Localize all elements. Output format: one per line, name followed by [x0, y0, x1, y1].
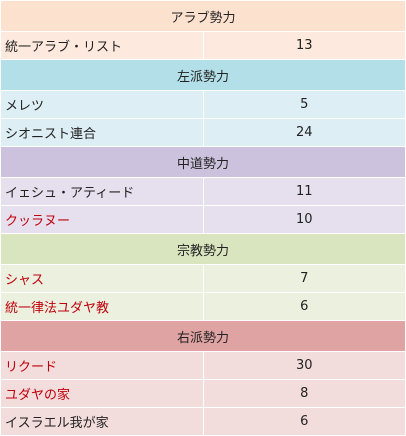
- group-heading: 右派勢力: [0, 320, 406, 352]
- group-header-row: アラブ勢力: [0, 0, 406, 32]
- party-row: メレツ 5: [0, 90, 406, 119]
- party-name: 統一アラブ・リスト: [0, 31, 204, 60]
- party-name: クッラヌー: [0, 205, 204, 234]
- party-name: シャス: [0, 264, 204, 293]
- party-row: リクード 30: [0, 351, 406, 380]
- party-seats: 24: [202, 118, 406, 147]
- party-row: クッラヌー 10: [0, 205, 406, 234]
- group-header-row: 右派勢力: [0, 320, 406, 352]
- party-seats: 30: [202, 351, 406, 380]
- party-seats: 13: [202, 31, 406, 60]
- party-seats: 7: [202, 264, 406, 293]
- party-name: メレツ: [0, 90, 204, 119]
- party-row: イスラエル我が家 6: [0, 407, 406, 436]
- party-seats: 8: [202, 379, 406, 408]
- party-row: イェシュ・アティード 11: [0, 177, 406, 206]
- party-seats: 5: [202, 90, 406, 119]
- party-row: ユダヤの家 8: [0, 379, 406, 408]
- group-heading: アラブ勢力: [0, 0, 406, 32]
- group-heading: 中道勢力: [0, 146, 406, 178]
- group-header-row: 中道勢力: [0, 146, 406, 178]
- party-seats: 6: [202, 292, 406, 321]
- party-row: シャス 7: [0, 264, 406, 293]
- party-name: シオニスト連合: [0, 118, 204, 147]
- party-name: リクード: [0, 351, 204, 380]
- party-name: イェシュ・アティード: [0, 177, 204, 206]
- party-name: 統一律法ユダヤ教: [0, 292, 204, 321]
- party-seats: 10: [202, 205, 406, 234]
- party-seats: 11: [202, 177, 406, 206]
- party-row: 統一律法ユダヤ教 6: [0, 292, 406, 321]
- party-row: シオニスト連合 24: [0, 118, 406, 147]
- party-seats: 6: [202, 407, 406, 436]
- party-name: イスラエル我が家: [0, 407, 204, 436]
- group-heading: 宗教勢力: [0, 233, 406, 265]
- group-header-row: 左派勢力: [0, 59, 406, 91]
- group-header-row: 宗教勢力: [0, 233, 406, 265]
- party-name: ユダヤの家: [0, 379, 204, 408]
- party-row: 統一アラブ・リスト 13: [0, 31, 406, 60]
- group-heading: 左派勢力: [0, 59, 406, 91]
